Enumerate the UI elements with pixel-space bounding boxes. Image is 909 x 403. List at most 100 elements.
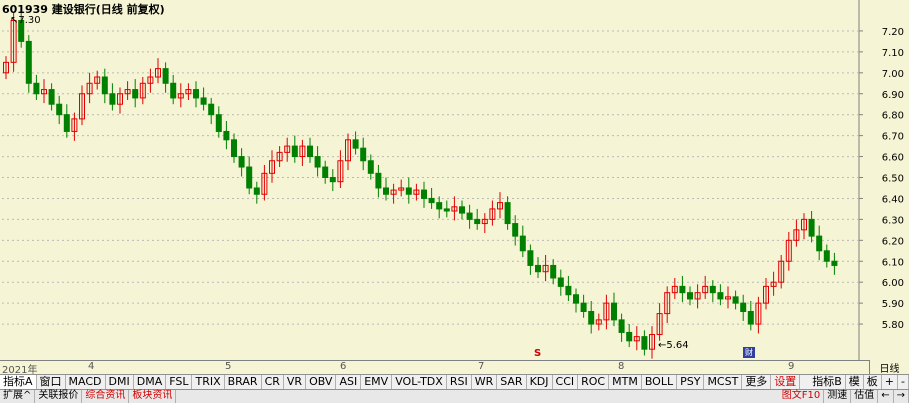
candle-body [360, 147, 367, 162]
candle-body [3, 61, 9, 74]
candle-body [725, 296, 731, 300]
candle-body [497, 202, 503, 210]
tab-dma[interactable]: DMA [134, 375, 167, 390]
related-quotes-tab[interactable]: 关联报价 [35, 390, 83, 403]
candle-body [398, 187, 405, 191]
candle-body [588, 311, 595, 325]
candle-body [656, 313, 663, 336]
candle-body [595, 319, 602, 325]
tab-trix[interactable]: TRIX [192, 375, 225, 390]
candle-body [831, 260, 838, 266]
candle-body [671, 285, 678, 294]
zoom-out-button[interactable]: - [898, 375, 909, 390]
candle-body [139, 82, 146, 99]
month-label: 8 [618, 361, 625, 372]
tab-window[interactable]: 窗口 [37, 375, 66, 390]
candle-body [618, 319, 625, 333]
nav-left-button[interactable]: ← [878, 390, 894, 403]
tab-brar[interactable]: BRAR [225, 375, 262, 390]
candle-body [823, 250, 830, 262]
candle-body [687, 292, 693, 300]
candle-body [694, 292, 701, 300]
candle-body [86, 82, 93, 95]
y-tick-label: 6.30 [882, 215, 904, 226]
candle-body [132, 89, 139, 99]
candle-body [679, 285, 686, 294]
y-tick-label: 6.00 [882, 278, 904, 289]
tab-emv[interactable]: EMV [361, 375, 393, 390]
candle-body [421, 189, 427, 199]
indicator-tabbar: 指标A 窗口 MACD DMI DMA FSL TRIX BRAR CR VR … [0, 374, 909, 390]
tab-rsi[interactable]: RSI [447, 375, 472, 390]
f10-tab[interactable]: 图文F10 [779, 390, 825, 403]
period-label[interactable]: 日线 [869, 360, 909, 375]
nav-right-button[interactable]: → [894, 390, 909, 403]
event-s-icon[interactable]: S [534, 348, 542, 359]
candle-body [299, 145, 306, 158]
month-label: 2021年 [2, 365, 38, 376]
tab-template[interactable]: 模 [846, 375, 864, 390]
tab-dmi[interactable]: DMI [106, 375, 134, 390]
candle-body [428, 197, 435, 204]
tab-fsl[interactable]: FSL [166, 375, 193, 390]
candle-body [770, 281, 777, 287]
candle-body [603, 302, 610, 321]
tab-more[interactable]: 更多 [742, 375, 772, 390]
tab-cci[interactable]: CCI [553, 375, 579, 390]
candle-body [481, 218, 488, 225]
candlestick-chart[interactable]: 5.80 5.90 6.00 6.10 6.20 6.30 6.40 6.50 6.60 6.70… [0, 0, 909, 360]
tab-vr[interactable]: VR [284, 375, 307, 390]
tab-boll[interactable]: BOLL [642, 375, 678, 390]
candle-body [466, 212, 473, 220]
tab-settings[interactable]: 设置 [771, 375, 801, 390]
candle-body [238, 156, 245, 168]
candle-body [56, 103, 63, 116]
tab-wr[interactable]: WR [472, 375, 498, 390]
tab-cr[interactable]: CR [262, 375, 284, 390]
candle-body [314, 156, 321, 168]
valuation-tab[interactable]: 估值 [851, 390, 879, 403]
y-tick-label: 7.00 [882, 69, 904, 80]
speed-test-tab[interactable]: 测速 [824, 390, 852, 403]
candle-body [170, 82, 177, 99]
candle-body [223, 130, 230, 141]
tab-macd[interactable]: MACD [66, 375, 106, 390]
news-tab[interactable]: 综合资讯 [82, 390, 130, 403]
chart-area[interactable]: 5.80 5.90 6.00 6.10 6.20 6.30 6.40 6.50 6.60 6.70… [0, 0, 909, 360]
tab-indicator-b[interactable]: 指标B [809, 375, 846, 390]
tab-psy[interactable]: PSY [677, 375, 705, 390]
candle-body [542, 264, 549, 273]
tab-kdj[interactable]: KDJ [527, 375, 553, 390]
tab-obv[interactable]: OBV [306, 375, 337, 390]
candle-body [25, 40, 32, 84]
candle-body [246, 166, 253, 189]
sector-news-tab[interactable]: 板块资讯 [129, 390, 177, 403]
expand-tab[interactable]: 扩展^ [0, 390, 36, 403]
low-price-label: ←5.64 [658, 340, 689, 351]
tab-vol-tdx[interactable]: VOL-TDX [392, 375, 447, 390]
tab-indicator-a[interactable]: 指标A [0, 375, 37, 390]
candle-body [443, 208, 450, 212]
tab-board[interactable]: 板 [864, 375, 882, 390]
candle-body [763, 285, 769, 304]
candle-body [649, 334, 655, 350]
y-tick-label: 6.50 [882, 174, 904, 185]
tab-sar[interactable]: SAR [497, 375, 527, 390]
zoom-in-button[interactable]: + [882, 375, 899, 390]
candle-body [504, 202, 511, 225]
candle-body [785, 239, 792, 262]
candle-body [367, 160, 374, 174]
tab-roc[interactable]: ROC [578, 375, 610, 390]
tab-mcst[interactable]: MCST [704, 375, 743, 390]
candle-body [808, 218, 815, 237]
candle-body [717, 292, 724, 300]
candle-body [778, 260, 785, 283]
candle-body [626, 331, 633, 342]
finance-report-icon[interactable]: 财 [743, 347, 755, 358]
candle-body [10, 19, 17, 63]
bottom-right-group: 图文F10 测速 估值 ← → [779, 390, 909, 403]
y-tick-label: 7.10 [882, 48, 904, 59]
candle-body [527, 250, 534, 266]
tab-asi[interactable]: ASI [336, 375, 362, 390]
tab-mtm[interactable]: MTM [609, 375, 642, 390]
